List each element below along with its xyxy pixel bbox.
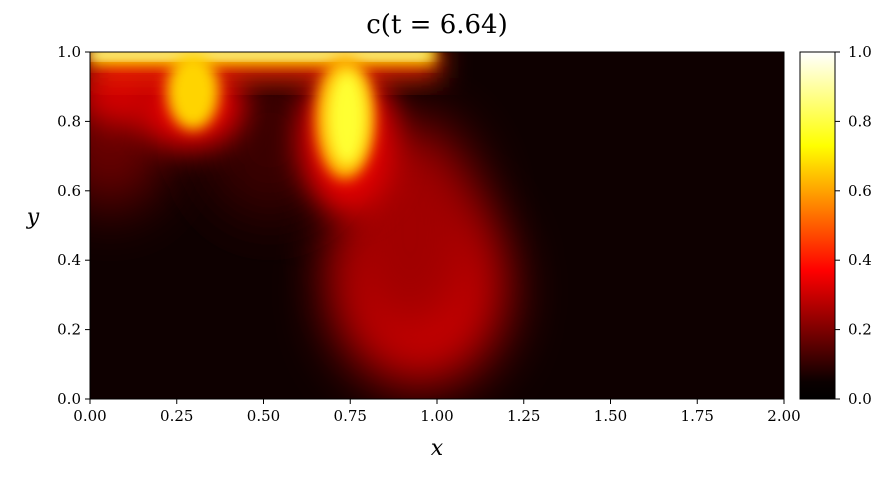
colorbar-tick-label: 0.4 [848,251,872,269]
x-axis-label: x [430,436,444,461]
chart-title: c(t = 6.64) [366,10,508,40]
colorbar-tick-label: 1.0 [848,43,872,61]
x-tick-label: 0.75 [334,407,367,425]
y-tick-label: 0.6 [57,182,81,200]
x-tick-label: 1.00 [420,407,453,425]
y-tick-label: 0.4 [57,251,81,269]
colorbar-tick-label: 0.6 [848,182,872,200]
x-tick-label: 0.25 [160,407,193,425]
y-axis: 0.0 0.2 0.4 0.6 0.8 1.0 [57,43,90,408]
x-tick-label: 0.00 [73,407,106,425]
x-tick-label: 2.00 [767,407,800,425]
heatmap-field [90,52,784,399]
y-axis-label: y [26,205,40,230]
colorbar-axis: 0.0 0.2 0.4 0.6 0.8 1.0 [835,43,872,408]
y-tick-label: 0.2 [57,321,81,339]
x-tick-label: 1.50 [594,407,627,425]
y-tick-label: 0.8 [57,112,81,130]
y-tick-label: 0.0 [57,390,81,408]
y-tick-label: 1.0 [57,43,81,61]
colorbar-tick-label: 0.0 [848,390,872,408]
colorbar [799,51,836,400]
x-axis: 0.00 0.25 0.50 0.75 1.00 1.25 1.50 1.75 2.00 [73,399,801,425]
colorbar-tick-label: 0.2 [848,321,872,339]
colorbar-tick-label: 0.8 [848,112,872,130]
x-tick-label: 1.25 [507,407,540,425]
x-tick-label: 0.50 [247,407,280,425]
x-tick-label: 1.75 [681,407,714,425]
